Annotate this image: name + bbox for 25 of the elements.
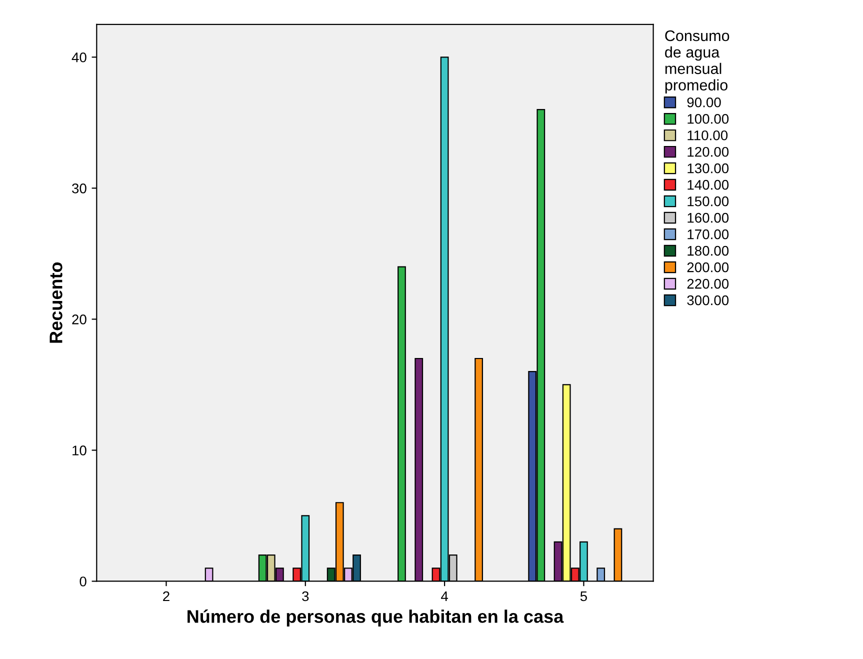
x-tick-label: 4 [441,591,448,602]
y-tick-label: 0 [80,576,86,586]
legend-label: 150.00 [688,196,729,206]
x-tick-label: 5 [580,591,587,602]
legend-label: 100.00 [688,114,729,124]
y-axis-title: Recuento [50,262,62,343]
legend-label: 120.00 [688,146,729,157]
legend-label: 180.00 [688,246,729,256]
legend-label: 110.00 [688,130,728,140]
legend-label: 220.00 [687,278,729,289]
legend-label: 90.00 [687,97,721,108]
y-tick-label: 30 [72,184,86,194]
x-tick-label: 3 [302,591,309,602]
legend-label: 300.00 [687,295,729,306]
legend-label: 160.00 [688,212,729,223]
legend-label: 140.00 [688,180,729,190]
y-tick-label: 10 [72,446,86,456]
x-axis-title: Número de personas que habitan en la casa [188,609,564,626]
legend-title: Consumo de agua mensual promedio [665,30,730,94]
y-tick-label: 20 [72,314,86,324]
legend-label: 170.00 [688,229,729,240]
legend-label: 130.00 [688,163,729,174]
x-tick-label: 2 [163,591,170,602]
y-tick-label: 40 [72,52,86,62]
legend-label: 200.00 [687,262,729,272]
